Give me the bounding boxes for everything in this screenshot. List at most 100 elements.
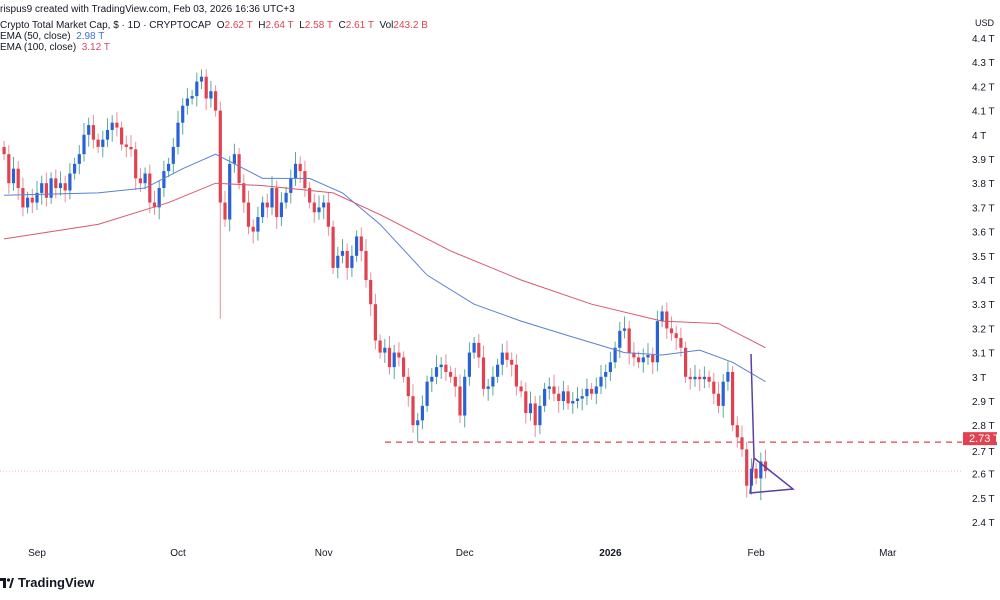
- candle-body[interactable]: [387, 347, 392, 368]
- candle-body[interactable]: [599, 376, 603, 387]
- candle-body[interactable]: [279, 202, 283, 218]
- candle-body[interactable]: [519, 386, 523, 392]
- candle-body[interactable]: [63, 183, 67, 191]
- candle-body[interactable]: [35, 192, 39, 203]
- candle-body[interactable]: [632, 352, 636, 358]
- candle-body[interactable]: [449, 371, 453, 377]
- candle-body[interactable]: [82, 134, 86, 155]
- candle-body[interactable]: [110, 122, 114, 130]
- candle-body[interactable]: [575, 398, 580, 401]
- candle-body[interactable]: [326, 202, 330, 227]
- candle-body[interactable]: [2, 146, 6, 155]
- candle-body[interactable]: [101, 139, 105, 147]
- candle-body[interactable]: [303, 171, 307, 189]
- candle-body[interactable]: [712, 381, 716, 394]
- candle-body[interactable]: [627, 328, 631, 353]
- candle-body[interactable]: [402, 357, 406, 377]
- candle-body[interactable]: [204, 76, 208, 99]
- candle-body[interactable]: [171, 146, 175, 164]
- candle-body[interactable]: [580, 396, 584, 399]
- candle-body[interactable]: [698, 376, 702, 380]
- candle-body[interactable]: [439, 364, 443, 368]
- candle-body[interactable]: [91, 125, 95, 140]
- candle-body[interactable]: [496, 364, 500, 377]
- candle-body[interactable]: [16, 168, 20, 189]
- candle-body[interactable]: [246, 202, 251, 227]
- candle-body[interactable]: [275, 188, 279, 218]
- candle-body[interactable]: [735, 425, 739, 438]
- candle-body[interactable]: [308, 188, 312, 203]
- candle-body[interactable]: [585, 388, 589, 397]
- candle-body[interactable]: [552, 386, 556, 394]
- candle-body[interactable]: [105, 129, 110, 140]
- candle-body[interactable]: [96, 139, 100, 147]
- candle-body[interactable]: [40, 183, 44, 193]
- candle-body[interactable]: [688, 376, 692, 380]
- candle-body[interactable]: [533, 403, 537, 426]
- candle-body[interactable]: [322, 202, 326, 208]
- candle-body[interactable]: [444, 364, 448, 372]
- candle-body[interactable]: [430, 376, 434, 382]
- candle-body[interactable]: [138, 178, 142, 184]
- candle-body[interactable]: [167, 163, 171, 172]
- candle-body[interactable]: [467, 352, 471, 377]
- candle-body[interactable]: [416, 420, 420, 426]
- price-axis[interactable]: 2.73 T 4.4 T 4.3 T 4.2 T 4.1 T 4 T 3.9 T 3.8 T 3…: [963, 34, 1000, 529]
- candle-body[interactable]: [134, 149, 138, 179]
- candle-body[interactable]: [21, 188, 25, 208]
- candle-body[interactable]: [209, 91, 213, 99]
- triangle-drawing[interactable]: [749, 353, 795, 494]
- candle-body[interactable]: [477, 342, 481, 358]
- candle-body[interactable]: [651, 355, 655, 363]
- candle-body[interactable]: [608, 362, 612, 372]
- candle-body[interactable]: [87, 125, 91, 135]
- candle-body[interactable]: [317, 207, 321, 213]
- candle-body[interactable]: [731, 371, 735, 426]
- candle-body[interactable]: [237, 154, 241, 184]
- candle-body[interactable]: [665, 311, 669, 329]
- candle-body[interactable]: [157, 188, 161, 208]
- candle-body[interactable]: [528, 403, 533, 414]
- candle-body[interactable]: [185, 98, 189, 106]
- candle-body[interactable]: [378, 340, 382, 353]
- candle-body[interactable]: [524, 391, 528, 414]
- candle-body[interactable]: [679, 338, 683, 348]
- candle-body[interactable]: [420, 405, 424, 421]
- candle-body[interactable]: [604, 371, 608, 377]
- candle-body[interactable]: [152, 202, 157, 208]
- candle-body[interactable]: [557, 393, 561, 401]
- candle-body[interactable]: [566, 391, 570, 404]
- price-chart[interactable]: 2.73 T 4.4 T 4.3 T 4.2 T 4.1 T 4 T 3.9 T 3.8 T 3…: [0, 0, 1000, 570]
- candle-body[interactable]: [716, 393, 721, 406]
- candle-body[interactable]: [458, 386, 462, 416]
- candle-body[interactable]: [359, 236, 363, 251]
- candle-body[interactable]: [293, 163, 298, 179]
- candle-body[interactable]: [702, 376, 706, 380]
- candle-body[interactable]: [270, 188, 274, 208]
- candle-body[interactable]: [265, 202, 269, 208]
- candle-body[interactable]: [256, 217, 260, 232]
- candle-body[interactable]: [637, 357, 641, 363]
- candle-body[interactable]: [486, 386, 490, 389]
- candle-body[interactable]: [674, 333, 678, 339]
- candle-body[interactable]: [369, 280, 373, 305]
- candle-body[interactable]: [284, 192, 288, 203]
- candle-body[interactable]: [124, 144, 128, 147]
- candle-body[interactable]: [11, 168, 16, 184]
- candle-body[interactable]: [176, 122, 180, 147]
- candle-body[interactable]: [26, 197, 30, 208]
- candle-body[interactable]: [242, 183, 246, 203]
- candle-body[interactable]: [68, 173, 72, 191]
- candle-body[interactable]: [481, 357, 486, 389]
- triangle-pattern-line[interactable]: [749, 353, 795, 494]
- candle-body[interactable]: [472, 342, 476, 353]
- candle-body[interactable]: [345, 250, 349, 268]
- candle-body[interactable]: [669, 328, 674, 334]
- ema100-legend[interactable]: EMA (100, close) 3.12 T: [0, 42, 110, 53]
- candle-body[interactable]: [190, 96, 194, 99]
- candle-body[interactable]: [340, 250, 345, 256]
- candle-body[interactable]: [54, 178, 58, 189]
- candle-body[interactable]: [232, 154, 236, 164]
- candle-body[interactable]: [223, 202, 227, 220]
- ema100-line[interactable]: [4, 182, 766, 349]
